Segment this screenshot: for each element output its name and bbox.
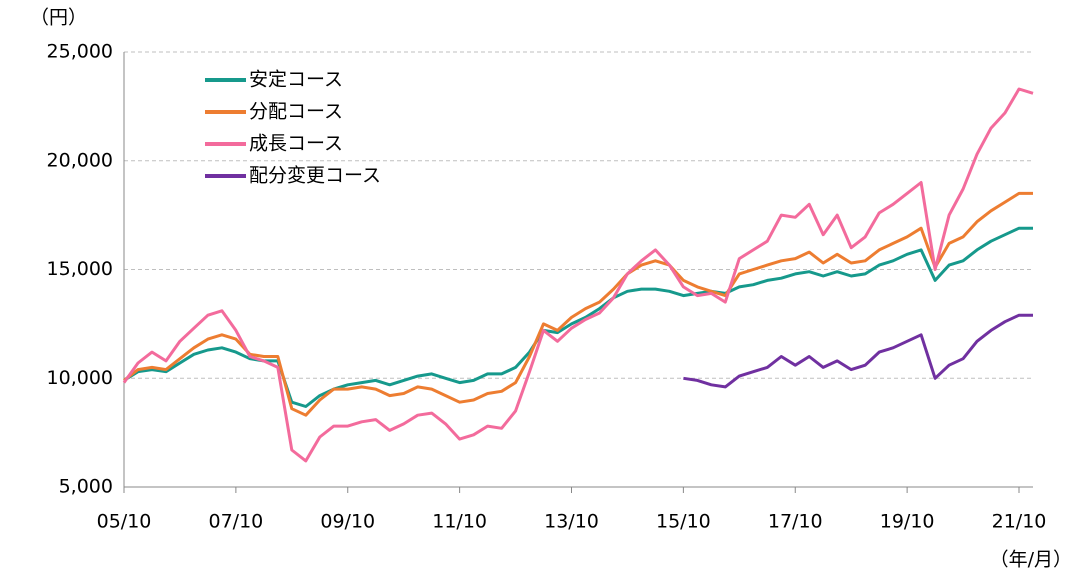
y-tick-label: 20,000 xyxy=(47,149,113,171)
y-tick-label: 25,000 xyxy=(47,41,113,63)
x-tick-label: 13/10 xyxy=(544,511,599,533)
y-tick-label: 5,000 xyxy=(59,476,113,498)
x-tick-label: 15/10 xyxy=(656,511,711,533)
x-tick-label: 19/10 xyxy=(880,511,935,533)
x-tick-label: 09/10 xyxy=(320,511,375,533)
legend-label: 配分変更コース xyxy=(249,165,381,187)
y-tick-label: 15,000 xyxy=(47,258,113,280)
legend-label: 成長コース xyxy=(249,133,343,155)
x-tick-label: 17/10 xyxy=(768,511,823,533)
legend-label: 安定コース xyxy=(249,69,343,91)
series-line xyxy=(122,87,1034,463)
x-tick-label: 05/10 xyxy=(97,511,152,533)
x-tick-label: 07/10 xyxy=(208,511,263,533)
x-tick-label: 11/10 xyxy=(432,511,487,533)
series-line xyxy=(123,226,1033,408)
legend-label: 分配コース xyxy=(249,101,343,123)
series-line xyxy=(123,191,1033,417)
series-line xyxy=(683,313,1033,389)
y-unit-label: （円） xyxy=(30,7,87,29)
x-unit-label: （年/月） xyxy=(990,549,1072,571)
x-tick-label: 21/10 xyxy=(992,511,1047,533)
y-tick-label: 10,000 xyxy=(47,367,113,389)
